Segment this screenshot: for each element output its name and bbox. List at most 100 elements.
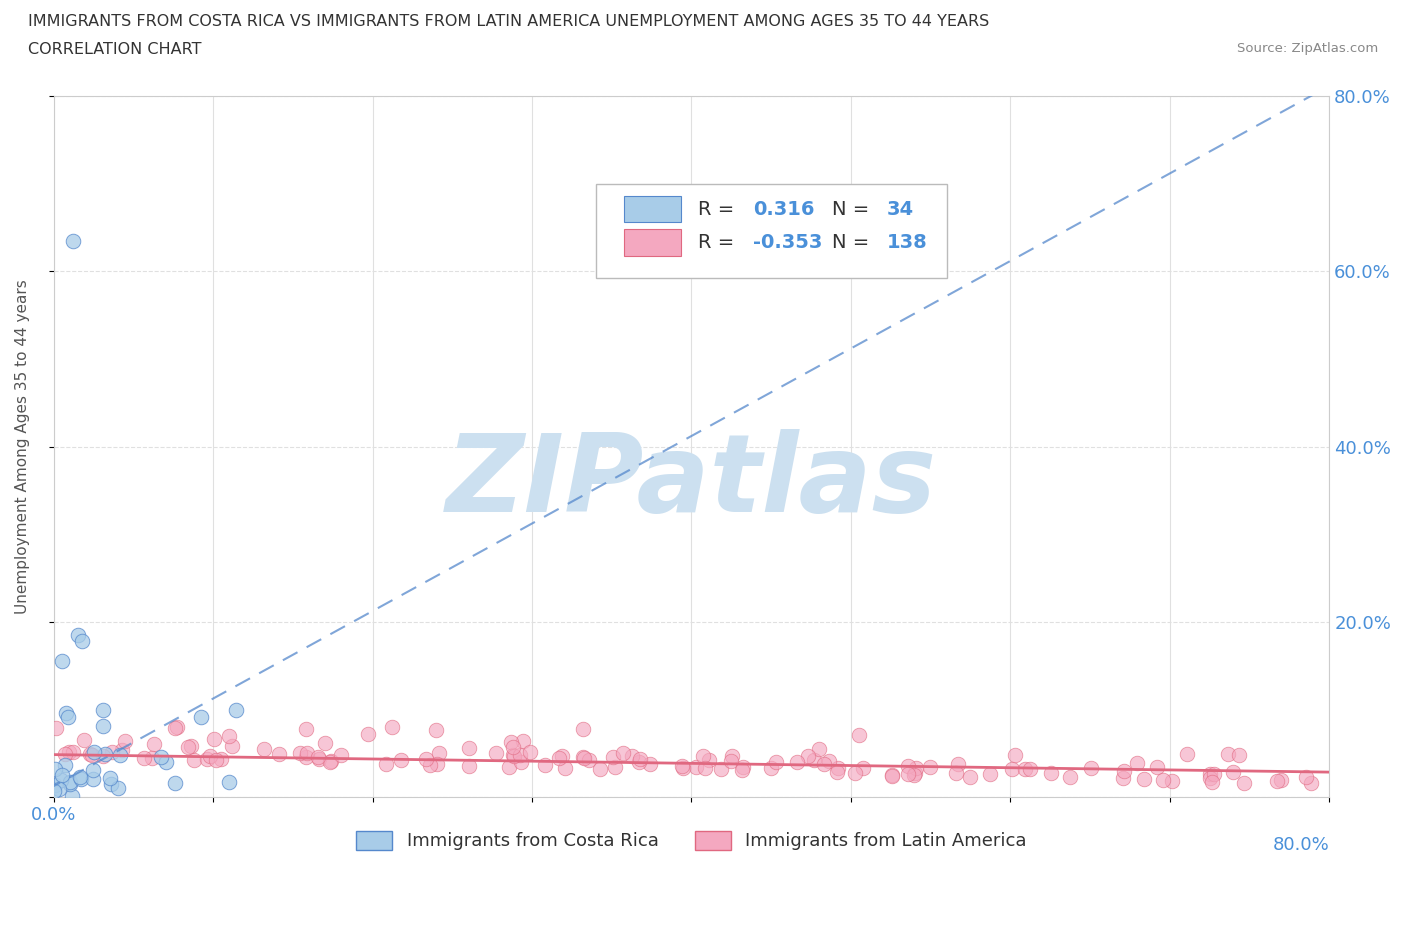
Point: [73, 733, 96, 748]
Point: [195, 751, 218, 766]
Point: [56, 710, 79, 724]
Point: [458, 740, 481, 755]
Point: [628, 751, 651, 766]
Point: [307, 750, 329, 764]
Point: [672, 761, 695, 776]
Point: [1146, 760, 1168, 775]
Point: [218, 728, 240, 743]
Point: [381, 720, 404, 735]
Point: [93, 747, 115, 762]
Point: [49, 773, 72, 788]
Point: [62, 233, 84, 248]
Point: [509, 748, 531, 763]
Point: [253, 742, 276, 757]
Point: [69, 770, 91, 785]
Point: [612, 746, 634, 761]
Point: [550, 749, 572, 764]
Point: [731, 763, 754, 777]
Text: CORRELATION CHART: CORRELATION CHART: [28, 42, 201, 57]
Text: IMMIGRANTS FROM COSTA RICA VS IMMIGRANTS FROM LATIN AMERICA UNEMPLOYMENT AMONG A: IMMIGRANTS FROM COSTA RICA VS IMMIGRANTS…: [28, 14, 990, 29]
Point: [319, 755, 342, 770]
Point: [1018, 762, 1040, 777]
Point: [918, 760, 941, 775]
Point: [98, 770, 121, 785]
Point: [426, 756, 449, 771]
Point: [904, 766, 927, 781]
Point: [1114, 764, 1136, 778]
Point: [1202, 766, 1225, 781]
Point: [132, 751, 155, 765]
Point: [1199, 771, 1222, 786]
Point: [44, 777, 66, 792]
Point: [1161, 773, 1184, 788]
Point: [1059, 769, 1081, 784]
Point: [163, 721, 186, 736]
Point: [177, 739, 200, 754]
Point: [93, 718, 115, 733]
Point: [53, 747, 76, 762]
FancyBboxPatch shape: [624, 230, 682, 256]
Point: [692, 749, 714, 764]
Point: [79, 746, 101, 761]
Point: [53, 758, 76, 773]
Point: [1270, 772, 1292, 787]
Point: [82, 763, 104, 777]
Point: [1133, 772, 1156, 787]
Point: [59, 775, 82, 790]
Point: [946, 756, 969, 771]
Point: [945, 765, 967, 780]
Point: [979, 766, 1001, 781]
Point: [55, 706, 77, 721]
Text: 138: 138: [887, 233, 928, 252]
Point: [209, 751, 232, 766]
Point: [589, 762, 612, 777]
Point: [571, 750, 593, 764]
Point: [685, 760, 707, 775]
Point: [1216, 747, 1239, 762]
FancyBboxPatch shape: [596, 184, 946, 278]
Point: [225, 703, 247, 718]
Point: [880, 767, 903, 782]
Point: [62, 744, 84, 759]
Text: R =: R =: [697, 200, 741, 219]
Point: [1295, 770, 1317, 785]
Text: -0.353: -0.353: [752, 233, 823, 252]
Point: [107, 780, 129, 795]
Point: [51, 768, 73, 783]
Point: [519, 745, 541, 760]
Point: [1126, 756, 1149, 771]
Point: [759, 760, 782, 775]
Point: [166, 719, 188, 734]
Point: [882, 768, 904, 783]
Point: [548, 751, 571, 765]
Point: [897, 758, 920, 773]
Text: N =: N =: [832, 200, 876, 219]
Point: [502, 748, 524, 763]
Point: [765, 754, 787, 769]
Point: [288, 745, 311, 760]
Point: [190, 710, 212, 724]
Point: [419, 757, 441, 772]
Point: [1040, 766, 1063, 781]
Point: [82, 748, 104, 763]
Point: [1198, 766, 1220, 781]
Point: [83, 745, 105, 760]
Point: [697, 752, 720, 767]
Point: [786, 755, 808, 770]
Point: [100, 777, 122, 792]
Text: R =: R =: [697, 233, 741, 252]
Point: [91, 749, 114, 764]
Point: [415, 751, 437, 766]
Point: [1001, 762, 1024, 777]
Point: [572, 751, 595, 765]
Point: [221, 738, 243, 753]
Point: [1227, 748, 1250, 763]
Point: [110, 748, 132, 763]
Point: [628, 754, 651, 769]
Point: [425, 723, 447, 737]
Point: [797, 749, 820, 764]
Point: [501, 735, 523, 750]
Point: [198, 749, 221, 764]
Point: [512, 734, 534, 749]
Text: Source: ZipAtlas.com: Source: ZipAtlas.com: [1237, 42, 1378, 55]
